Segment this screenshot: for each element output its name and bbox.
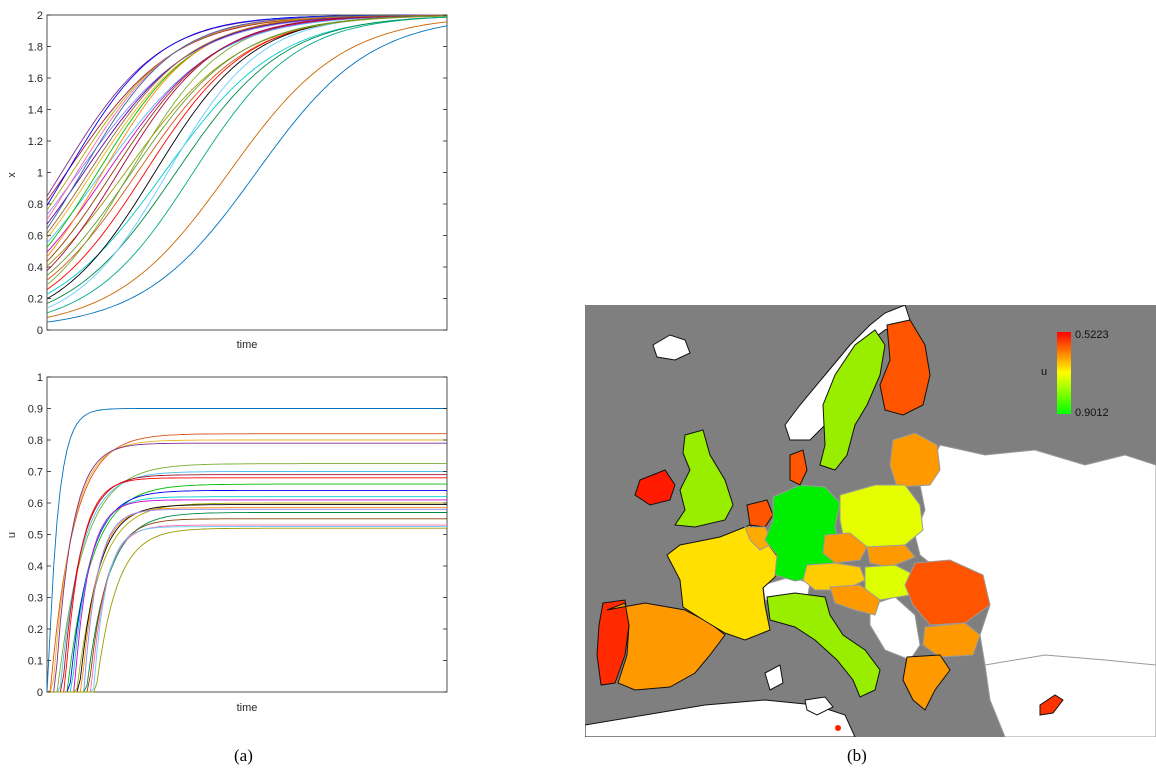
region-netherlands: [746, 499, 774, 528]
y-tick-label: 2: [37, 10, 43, 22]
y-tick-label: 0.6: [28, 498, 43, 510]
region-uk: [674, 429, 734, 528]
y-ticks: 0 0.2 0.4 0.6 0.8 1 1.2 1.4 1.6 1.8 2: [28, 10, 447, 337]
region-cyprus: [1039, 694, 1064, 716]
u-series-line: [47, 507, 447, 693]
europe-map: 0.5223 0.9012 u: [585, 305, 1156, 737]
x-series-line: [46, 16, 448, 314]
u-series-line: [47, 502, 447, 693]
y-tick-label: 1.6: [28, 73, 43, 85]
y-tick-label: 1: [37, 168, 43, 180]
region-sweden: [819, 329, 886, 471]
u-series-line: [47, 504, 447, 693]
region-poland: [839, 484, 924, 551]
x-axis-label: time: [237, 339, 258, 350]
u-series-line: [46, 408, 447, 693]
y-ticks: 0 0.1 0.2 0.3 0.4 0.5 0.6 0.7 0.8 0.9 1: [28, 372, 447, 699]
u-over-time-chart: 0 0.1 0.2 0.3 0.4 0.5 0.6 0.7 0.8 0.9 1 u time: [6, 372, 448, 714]
x-series-line: [46, 14, 447, 234]
y-tick-label: 0.4: [28, 561, 43, 573]
y-tick-label: 1.2: [28, 136, 43, 148]
u-series-line: [47, 471, 447, 693]
y-axis-label: x: [6, 172, 18, 178]
series-lines: [46, 408, 447, 693]
y-tick-label: 1: [37, 372, 43, 384]
region-spain: [606, 602, 726, 691]
y-tick-label: 0.7: [28, 467, 43, 479]
region-greece: [902, 654, 951, 711]
plot-area: [46, 376, 448, 693]
y-tick-label: 0.6: [28, 231, 43, 243]
y-tick-label: 0.1: [28, 656, 43, 668]
series-lines: [46, 14, 448, 323]
u-series-line: [47, 477, 447, 693]
y-tick-label: 0.2: [28, 294, 43, 306]
region-finland: [879, 319, 931, 416]
y-tick-label: 0.5: [28, 530, 43, 542]
y-tick-label: 0.9: [28, 404, 43, 416]
region-baltics: [889, 432, 941, 488]
y-tick-label: 1.4: [28, 105, 43, 117]
region-czechia: [822, 532, 868, 564]
y-axis-label: u: [6, 532, 18, 538]
u-series-line: [47, 526, 447, 693]
eu-countries: [596, 319, 1064, 731]
y-tick-label: 0.3: [28, 593, 43, 605]
colorbar-min-label: 0.9012: [1075, 407, 1109, 419]
region-denmark: [789, 449, 808, 486]
y-tick-label: 1.8: [28, 42, 43, 54]
region-slovenia-croatia: [829, 584, 881, 616]
x-series-line: [46, 14, 447, 230]
y-tick-label: 0: [37, 687, 43, 699]
y-tick-label: 0.2: [28, 624, 43, 636]
region-ireland: [634, 469, 676, 506]
region-belgium: [744, 526, 774, 551]
y-tick-label: 0.8: [28, 199, 43, 211]
x-over-time-chart: 0 0.2 0.4 0.6 0.8 1 1.2 1.4 1.6 1.8 2 x time: [6, 10, 448, 350]
region-malta: [835, 725, 841, 731]
u-series-line: [47, 508, 447, 693]
colorbar-max-label: 0.5223: [1075, 329, 1109, 341]
plot-area: [46, 14, 448, 331]
region-slovakia: [866, 544, 916, 568]
colorbar-title: u: [1041, 366, 1047, 378]
u-series-line: [47, 483, 447, 693]
x-series-line: [46, 21, 448, 318]
x-series-line: [46, 25, 448, 323]
y-tick-label: 0.8: [28, 435, 43, 447]
u-series-line: [47, 463, 447, 693]
u-series-line: [47, 442, 447, 693]
y-tick-label: 0.4: [28, 262, 43, 274]
islands: [764, 664, 834, 716]
u-series-line: [47, 527, 447, 693]
u-series-line: [47, 499, 447, 693]
x-series-line: [46, 15, 448, 276]
y-tick-label: 0: [37, 325, 43, 337]
panel-label-b: (b): [847, 746, 867, 765]
colorbar: [1057, 332, 1071, 414]
x-axis-label: time: [237, 702, 258, 714]
panel-label-a: (a): [234, 746, 253, 765]
u-series-line: [47, 512, 447, 693]
region-bulgaria: [922, 622, 981, 658]
region-italy: [766, 592, 881, 698]
